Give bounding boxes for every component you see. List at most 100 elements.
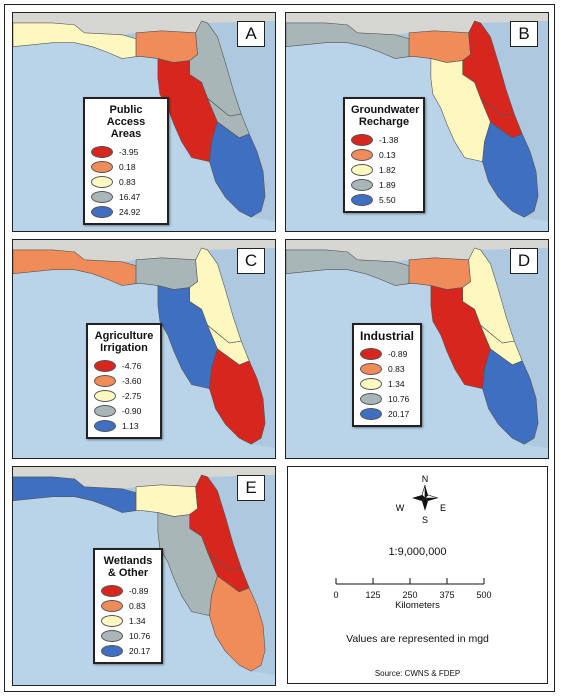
- legend-item: 20.17: [101, 643, 155, 658]
- legend-title-b: Groundwater Recharge: [351, 104, 420, 128]
- legend-item: -0.89: [360, 346, 414, 361]
- legend-value: 10.76: [388, 393, 410, 404]
- legend-value: 5.50: [379, 194, 396, 205]
- scale-tick-label: 250: [402, 590, 418, 600]
- region-northwest: [286, 22, 410, 59]
- legend-item: 1.82: [351, 162, 417, 177]
- legend-title-d: Industrial: [360, 329, 415, 343]
- legend-item: 16.47: [91, 189, 161, 204]
- legend-title-a: Public Access Areas: [106, 104, 146, 140]
- region-south: [209, 575, 266, 672]
- legend-swatch: [101, 584, 123, 597]
- legend-item: -2.75: [94, 388, 154, 403]
- region-northwest: [286, 249, 410, 286]
- compass-n: N: [422, 474, 429, 484]
- units-note: Values are represented in mgd: [346, 633, 489, 645]
- neighbor-states: [13, 467, 275, 489]
- panel-letter-a: A: [237, 21, 265, 47]
- legend-value: 20.17: [129, 645, 151, 656]
- legend-item: -0.90: [94, 403, 154, 418]
- legend-value: -0.89: [388, 348, 408, 359]
- legend-swatch: [101, 644, 123, 657]
- region-northwest: [13, 22, 137, 59]
- legend-value: 1.34: [129, 615, 146, 626]
- legend-swatch: [94, 374, 116, 387]
- legend-value: 0.18: [119, 161, 136, 172]
- legend-d: Industrial -0.89 0.83 1.34 10.76 20.17: [352, 323, 422, 427]
- panel-letter-b: B: [510, 21, 538, 47]
- legend-swatch: [360, 377, 382, 390]
- compass-w: W: [396, 503, 405, 513]
- legend-c: Agriculture Irrigation -4.76 -3.60 -2.75 -0.…: [86, 323, 162, 439]
- legend-value: 10.76: [129, 630, 151, 641]
- legend-a: Public Access Areas -3.95 0.18 0.83 16.47 24.…: [83, 97, 169, 225]
- legend-swatch: [91, 160, 113, 173]
- legend-b: Groundwater Recharge -1.38 0.13 1.82 1.89 5.5…: [343, 97, 425, 213]
- legend-swatch: [351, 163, 373, 176]
- panel-letter-e: E: [237, 475, 265, 501]
- source-note: Source: CWNS & FDEP: [374, 669, 461, 678]
- scale-ratio: 1:9,000,000: [388, 546, 447, 558]
- legend-value: -4.76: [122, 360, 142, 371]
- neighbor-states: [286, 13, 548, 35]
- legend-value: 0.83: [129, 600, 146, 611]
- map-panel-d: D Industrial -0.89 0.83 1.34 10.76 20.17: [285, 239, 549, 459]
- legend-value: 0.83: [119, 176, 136, 187]
- compass-e: E: [440, 503, 446, 513]
- legend-value: -0.90: [122, 405, 142, 416]
- legend-value: 0.13: [379, 149, 396, 160]
- legend-swatch: [101, 629, 123, 642]
- legend-item: -4.76: [94, 358, 154, 373]
- legend-value: -3.60: [122, 375, 142, 386]
- legend-swatch: [101, 599, 123, 612]
- map-panel-b: B Groundwater Recharge -1.38 0.13 1.82 1.89 5…: [285, 12, 549, 232]
- legend-swatch: [360, 347, 382, 360]
- legend-value: -2.75: [122, 390, 142, 401]
- legend-item: 0.13: [351, 147, 417, 162]
- legend-item: 10.76: [101, 628, 155, 643]
- neighbor-states: [13, 13, 275, 35]
- neighbor-states: [286, 240, 548, 262]
- scale-tick-label: 375: [439, 590, 455, 600]
- legend-value: -0.89: [129, 585, 149, 596]
- legend-swatch: [91, 205, 113, 218]
- legend-item: 1.34: [101, 613, 155, 628]
- scale-tick-label: 500: [476, 590, 492, 600]
- scale-tick-label: 0: [333, 590, 339, 600]
- legend-swatch: [94, 359, 116, 372]
- legend-swatch: [101, 614, 123, 627]
- legend-swatch: [360, 407, 382, 420]
- legend-swatch: [94, 419, 116, 432]
- compass-and-scale: N S E W: [335, 474, 485, 585]
- legend-e: Wetlands & Other -0.89 0.83 1.34 10.76 20.17: [93, 548, 163, 664]
- legend-item: 10.76: [360, 391, 414, 406]
- legend-item: 1.34: [360, 376, 414, 391]
- legend-item: -3.60: [94, 373, 154, 388]
- legend-value: 24.92: [119, 206, 141, 217]
- legend-value: 1.34: [388, 378, 405, 389]
- legend-swatch: [351, 133, 373, 146]
- legend-swatch: [91, 175, 113, 188]
- compass-rose-icon: [412, 484, 439, 511]
- legend-item: 0.18: [91, 159, 161, 174]
- panel-letter-c: C: [237, 248, 265, 274]
- scale-bar: [335, 578, 485, 585]
- scale-tick-label: 125: [365, 590, 381, 600]
- legend-item: -3.95: [91, 144, 161, 159]
- map-panel-a: A Public Access Areas -3.95 0.18 0.83 16.47 2…: [12, 12, 276, 232]
- legend-item: 1.13: [94, 418, 154, 433]
- legend-swatch: [351, 148, 373, 161]
- legend-swatch: [91, 190, 113, 203]
- legend-value: 1.13: [122, 420, 139, 431]
- region-northwest: [13, 249, 137, 286]
- legend-value: -3.95: [119, 146, 139, 157]
- legend-swatch: [360, 362, 382, 375]
- legend-item: 0.83: [91, 174, 161, 189]
- legend-swatch: [351, 178, 373, 191]
- region-south: [209, 121, 266, 218]
- legend-swatch: [94, 389, 116, 402]
- scale-unit: Kilometers: [395, 600, 440, 611]
- region-south: [482, 348, 539, 445]
- legend-value: 0.83: [388, 363, 405, 374]
- region-south: [209, 348, 266, 445]
